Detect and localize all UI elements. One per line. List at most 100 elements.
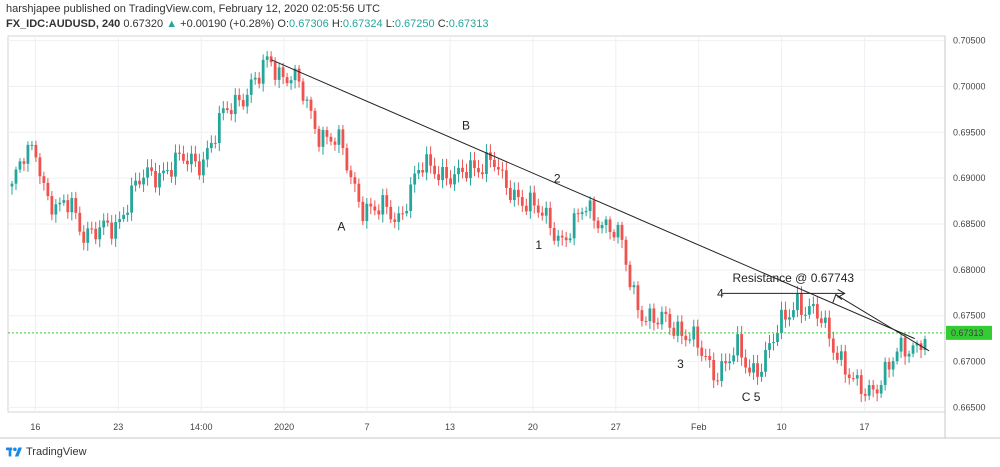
candle [249, 73, 253, 103]
candle [118, 211, 122, 229]
candle-body [636, 285, 640, 311]
candle-body [700, 347, 704, 356]
candle [110, 215, 114, 245]
candle [66, 194, 70, 219]
candle [552, 221, 556, 245]
low-label: L: [385, 18, 395, 30]
candle-body [764, 349, 767, 372]
x-tick-label: 20 [528, 422, 538, 432]
candle-body [78, 212, 82, 232]
candle-body [672, 327, 676, 336]
candle [612, 229, 616, 241]
candle-body [122, 214, 126, 220]
candle [297, 65, 301, 88]
candle-body [608, 219, 612, 233]
candle-body [704, 355, 708, 357]
candle-body [182, 153, 185, 161]
candle-body [640, 310, 644, 322]
candle-body [190, 153, 193, 165]
candle [668, 308, 672, 335]
candle-body [217, 113, 221, 144]
candle [62, 194, 66, 206]
candle [748, 359, 751, 377]
candle [445, 158, 448, 186]
x-tick-label: 14:00 [190, 422, 213, 432]
candle-body [30, 144, 34, 146]
candle-body [564, 237, 568, 241]
candle [871, 379, 875, 398]
projection-line [835, 294, 930, 352]
candle [30, 141, 34, 151]
candle [736, 326, 740, 363]
candle-body [14, 169, 18, 184]
candle-body [632, 285, 636, 288]
wave-annotation: A [337, 219, 345, 233]
candle [831, 331, 835, 361]
candle [94, 221, 98, 245]
candle [636, 281, 640, 319]
candle-body [891, 361, 895, 370]
candle [680, 315, 684, 345]
candle-body [365, 203, 369, 222]
candle-body [560, 235, 564, 238]
candle-body [831, 338, 835, 353]
candle-body [604, 219, 608, 226]
candle [269, 51, 273, 67]
x-tick-label: 17 [860, 422, 870, 432]
candle [357, 178, 361, 208]
tradingview-footer[interactable]: TradingView [6, 446, 87, 458]
candle [835, 345, 839, 364]
candle-body [130, 185, 133, 213]
candle-body [317, 128, 321, 147]
candle-body [457, 167, 460, 175]
candle-body [756, 363, 759, 377]
candle-body [843, 351, 847, 375]
candle-body [301, 81, 305, 101]
candle [381, 188, 385, 223]
candle [548, 201, 552, 236]
candle [656, 317, 660, 329]
candle [875, 384, 879, 402]
candle-body [106, 220, 110, 223]
candle-body [273, 62, 277, 80]
candle [14, 166, 18, 191]
candle-body [792, 310, 795, 318]
candle [58, 197, 62, 212]
wave-annotation: 3 [677, 357, 684, 371]
candle-body [696, 326, 700, 348]
candle [528, 185, 532, 219]
candle-body [708, 355, 712, 360]
candle-body [855, 375, 859, 379]
candle [237, 88, 241, 107]
candle [780, 301, 783, 340]
candle [477, 159, 480, 178]
projection-arrow-icon [832, 293, 843, 303]
candle-body [150, 167, 153, 172]
candle [720, 353, 724, 387]
candle-body [453, 174, 456, 185]
candle-body [186, 160, 189, 165]
candle [245, 88, 249, 114]
candle-body [225, 108, 229, 111]
candle-body [82, 231, 86, 243]
candle-body [628, 264, 632, 288]
candle [776, 324, 779, 346]
candle [580, 207, 584, 220]
candle [616, 221, 620, 244]
candle [508, 180, 512, 204]
candle [401, 206, 405, 220]
y-tick-label: 0.67000 [953, 357, 986, 367]
candle-body [568, 238, 572, 241]
candle-body [397, 213, 401, 222]
candle-body [393, 219, 397, 222]
candle-body [241, 100, 245, 107]
candle-body [26, 144, 30, 164]
candle [337, 125, 341, 153]
y-tick-label: 0.69000 [953, 173, 986, 183]
candle-body [668, 314, 672, 328]
candle [481, 164, 484, 179]
candle-body [576, 213, 580, 215]
last-price-tag [946, 325, 992, 340]
candle-body [656, 322, 660, 325]
